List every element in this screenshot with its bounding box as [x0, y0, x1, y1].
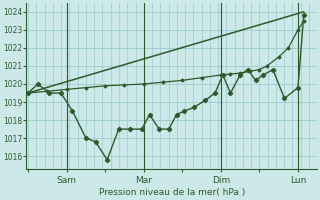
- X-axis label: Pression niveau de la mer( hPa ): Pression niveau de la mer( hPa ): [99, 188, 245, 197]
